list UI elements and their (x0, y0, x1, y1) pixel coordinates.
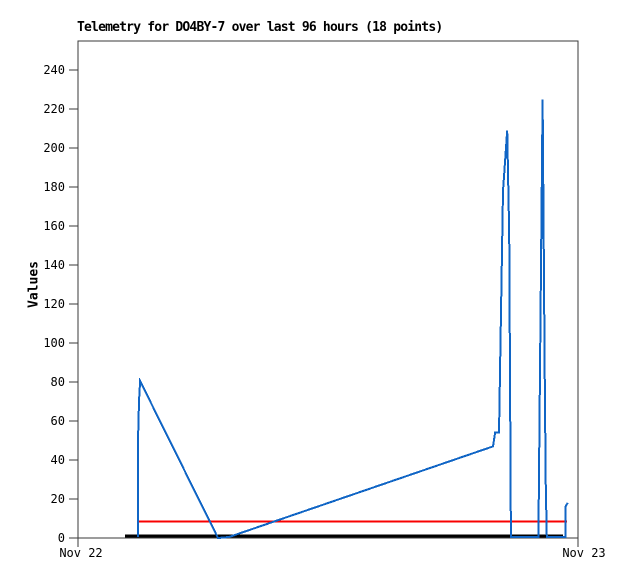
x-axis-tick-label: Nov 23 (562, 546, 605, 560)
y-axis-tick-label: 140 (43, 258, 65, 272)
y-axis-tick-label: 80 (51, 375, 65, 389)
y-axis-tick-label: 100 (43, 336, 65, 350)
y-axis-tick-label: 160 (43, 219, 65, 233)
x-axis-tick-label: Nov 22 (59, 546, 102, 560)
plot-frame (77, 40, 579, 539)
y-axis-tick-label: 240 (43, 63, 65, 77)
y-axis-tick-label: 40 (51, 453, 65, 467)
y-axis-tick-label: 120 (43, 297, 65, 311)
y-axis-tick-label: 60 (51, 414, 65, 428)
y-axis-tick-label: 220 (43, 102, 65, 116)
y-axis-title: Values (26, 261, 42, 308)
y-axis-tick-label: 20 (51, 492, 65, 506)
series-blue-telemetry-series (137, 99, 569, 540)
y-axis-tick-label: 200 (43, 141, 65, 155)
chart-title: Telemetry for DO4BY-7 over last 96 hours… (77, 20, 443, 35)
y-axis-tick-label: 180 (43, 180, 65, 194)
y-axis-tick-label: 0 (58, 531, 65, 545)
